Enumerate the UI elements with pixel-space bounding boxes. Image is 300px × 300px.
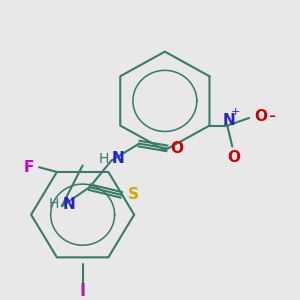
Text: N: N (62, 197, 75, 212)
Text: H: H (49, 197, 59, 211)
Text: N: N (223, 113, 236, 128)
Text: N: N (112, 151, 125, 166)
Text: I: I (80, 281, 86, 299)
Text: O: O (170, 141, 183, 156)
Text: -: - (269, 106, 276, 126)
Text: S: S (128, 187, 139, 202)
Text: O: O (228, 150, 241, 165)
Text: O: O (254, 109, 268, 124)
Text: H: H (98, 152, 109, 166)
Text: +: + (230, 107, 240, 117)
Text: F: F (24, 160, 34, 175)
